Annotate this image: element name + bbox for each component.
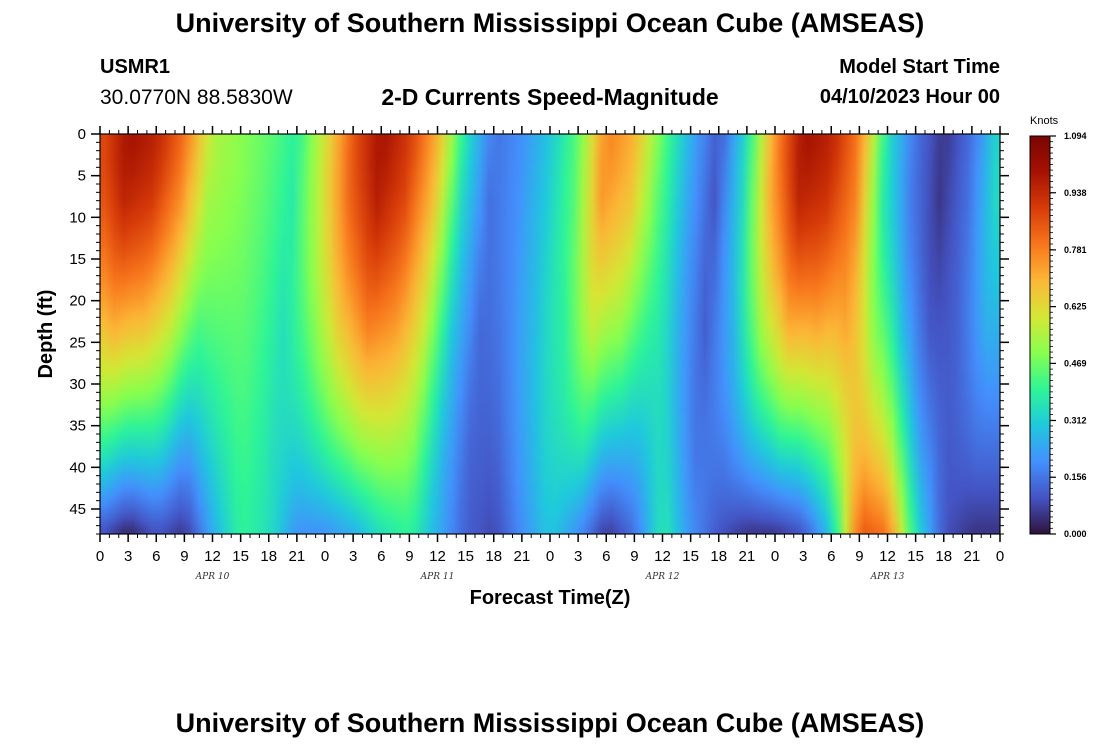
colorbar-tick-label: 0.938 xyxy=(1064,188,1087,198)
date-label: APR 13 xyxy=(870,572,905,582)
heatmap-field xyxy=(100,134,1000,534)
x-tick-label: 18 xyxy=(935,548,952,565)
date-label: APR 10 xyxy=(195,572,230,582)
y-tick-label: 0 xyxy=(78,126,86,143)
x-tick-label: 18 xyxy=(710,548,727,565)
colorbar: 1.094 0.938 0.781 0.625 0.469 0.312 0.156 0.000… xyxy=(1029,115,1087,539)
x-axis-title: Forecast Time(Z) xyxy=(470,587,631,609)
station-coordinates: 30.0770N 88.5830W xyxy=(100,86,293,109)
y-tick-label: 10 xyxy=(69,209,86,226)
colorbar-scale xyxy=(1029,135,1051,535)
y-tick-label: 35 xyxy=(69,418,86,435)
x-tick-label: 15 xyxy=(232,548,249,565)
x-tick-label: 3 xyxy=(349,548,357,565)
x-tick-label: 9 xyxy=(855,548,863,565)
date-label: APR 12 xyxy=(645,572,680,582)
x-tick-label: 9 xyxy=(405,548,413,565)
x-tick-label: 12 xyxy=(879,548,896,565)
x-tick-label: 12 xyxy=(204,548,221,565)
y-tick-label: 45 xyxy=(69,501,86,518)
y-tick-label: 5 xyxy=(78,168,86,185)
x-tick-label: 6 xyxy=(377,548,385,565)
x-tick-label: 21 xyxy=(514,548,531,565)
x-tick-label: 15 xyxy=(457,548,474,565)
x-tick-label: 0 xyxy=(996,548,1004,565)
x-tick-label: 3 xyxy=(124,548,132,565)
x-tick-label: 12 xyxy=(429,548,446,565)
x-tick-label: 12 xyxy=(654,548,671,565)
x-tick-label: 0 xyxy=(321,548,329,565)
x-tick-label: 0 xyxy=(546,548,554,565)
y-tick-label: 25 xyxy=(69,334,86,351)
plot-title: 2-D Currents Speed-Magnitude xyxy=(381,84,719,110)
date-label: APR 11 xyxy=(420,572,455,582)
colorbar-tick-label: 0.781 xyxy=(1064,245,1087,255)
model-start-value: 04/10/2023 Hour 00 xyxy=(819,86,1000,108)
colorbar-tick-label: 0.156 xyxy=(1064,472,1087,482)
main-title: University of Southern Mississippi Ocean… xyxy=(175,8,925,38)
x-tick-label: 18 xyxy=(260,548,277,565)
x-tick-label: 21 xyxy=(739,548,756,565)
colorbar-tick-label: 1.094 xyxy=(1064,131,1087,141)
x-tick-label: 6 xyxy=(602,548,610,565)
y-tick-label: 15 xyxy=(69,251,86,268)
y-tick-label: 20 xyxy=(69,293,86,310)
x-tick-label: 21 xyxy=(289,548,306,565)
repeated-title: University of Southern Mississippi Ocean… xyxy=(175,708,925,738)
x-tick-label: 0 xyxy=(771,548,779,565)
x-tick-label: 6 xyxy=(152,548,160,565)
x-tick-label: 15 xyxy=(682,548,699,565)
y-tick-label: 40 xyxy=(69,459,86,476)
model-start-label: Model Start Time xyxy=(839,56,1000,78)
station-id: USMR1 xyxy=(100,56,171,78)
colorbar-tick-label: 0.469 xyxy=(1064,358,1087,368)
colorbar-ticks: 1.094 0.938 0.781 0.625 0.469 0.312 0.156 0.000 xyxy=(1050,131,1087,539)
y-axis-title: Depth (ft) xyxy=(35,290,57,379)
x-tick-label: 6 xyxy=(827,548,835,565)
colorbar-tick-label: 0.625 xyxy=(1064,302,1087,312)
axes: 0 3 6 9 12 15 18 21 0 3 6 9 12 15 18 21 0 3 6 9 12 15 18 21 0 3 6 9… xyxy=(69,126,1009,582)
colorbar-tick-label: 0.000 xyxy=(1064,529,1087,539)
x-tick-label: 3 xyxy=(574,548,582,565)
x-tick-label: 21 xyxy=(964,548,981,565)
x-tick-label: 15 xyxy=(907,548,924,565)
x-tick-label: 18 xyxy=(485,548,502,565)
x-tick-label: 9 xyxy=(630,548,638,565)
x-tick-label: 3 xyxy=(799,548,807,565)
x-tick-label: 0 xyxy=(96,548,104,565)
x-tick-label: 9 xyxy=(180,548,188,565)
colorbar-tick-label: 0.312 xyxy=(1064,415,1087,425)
heatmap-chart: 0 3 6 9 12 15 18 21 0 3 6 9 12 15 18 21 0 3 6 9 12 15 18 21 0 3 6 9… xyxy=(35,115,1087,609)
y-tick-label: 30 xyxy=(69,376,86,393)
colorbar-unit: Knots xyxy=(1030,115,1059,127)
